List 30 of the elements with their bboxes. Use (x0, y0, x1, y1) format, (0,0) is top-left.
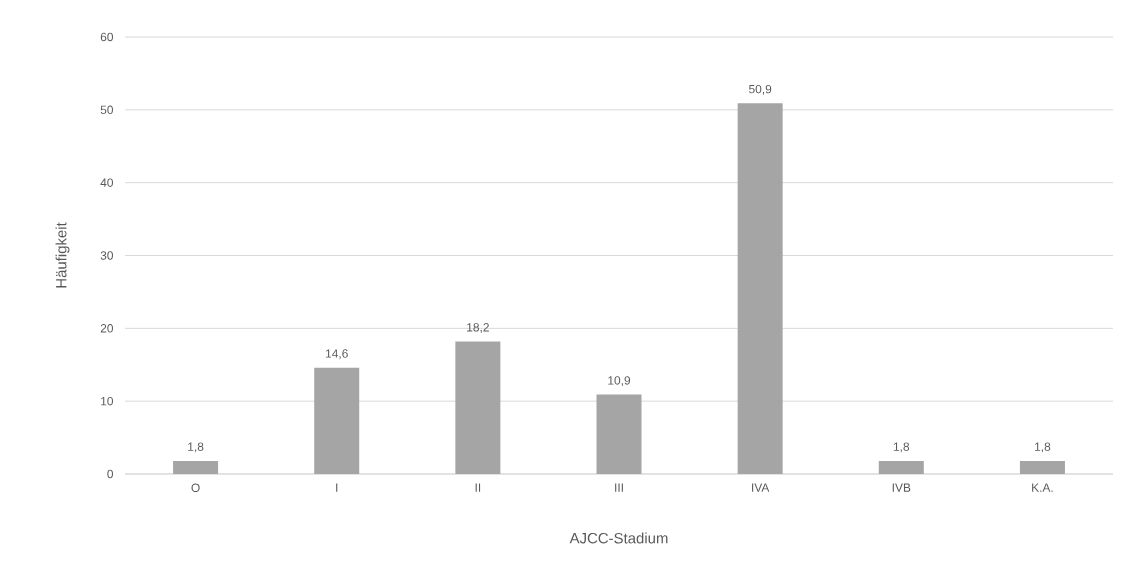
bar (596, 394, 642, 474)
y-tick-label: 60 (100, 32, 114, 42)
x-tick-label: IVB (892, 483, 911, 492)
x-tick-label: III (615, 483, 623, 492)
data-label: 10,9 (608, 376, 631, 387)
x-tick-label: II (475, 483, 481, 492)
bar (878, 460, 924, 474)
x-tick-label: K.A. (1032, 483, 1053, 492)
data-label: 1,8 (1035, 442, 1051, 453)
y-tick-label: 0 (107, 469, 114, 479)
y-tick-label: 20 (100, 324, 114, 333)
data-label: 50,9 (749, 84, 772, 95)
x-tick-label: I (336, 483, 338, 492)
bar (1019, 460, 1065, 474)
data-label: 14,6 (325, 349, 348, 360)
x-tick-label: IVA (752, 483, 770, 492)
bar (173, 460, 219, 474)
y-tick-label: 10 (101, 396, 114, 406)
data-label: 18,2 (467, 323, 489, 333)
y-tick-label: 40 (100, 178, 114, 187)
bar (455, 341, 501, 474)
y-axis-title: Häufigkeit (55, 222, 70, 288)
y-tick-label: 50 (100, 105, 114, 115)
bar (737, 103, 783, 474)
bar (314, 367, 360, 474)
x-tick-label: O (191, 483, 200, 492)
y-tick-label: 30 (100, 251, 114, 260)
data-label: 1,8 (893, 442, 910, 453)
data-label: 1,8 (188, 442, 204, 453)
x-axis-title: AJCC-Stadium (569, 532, 668, 544)
